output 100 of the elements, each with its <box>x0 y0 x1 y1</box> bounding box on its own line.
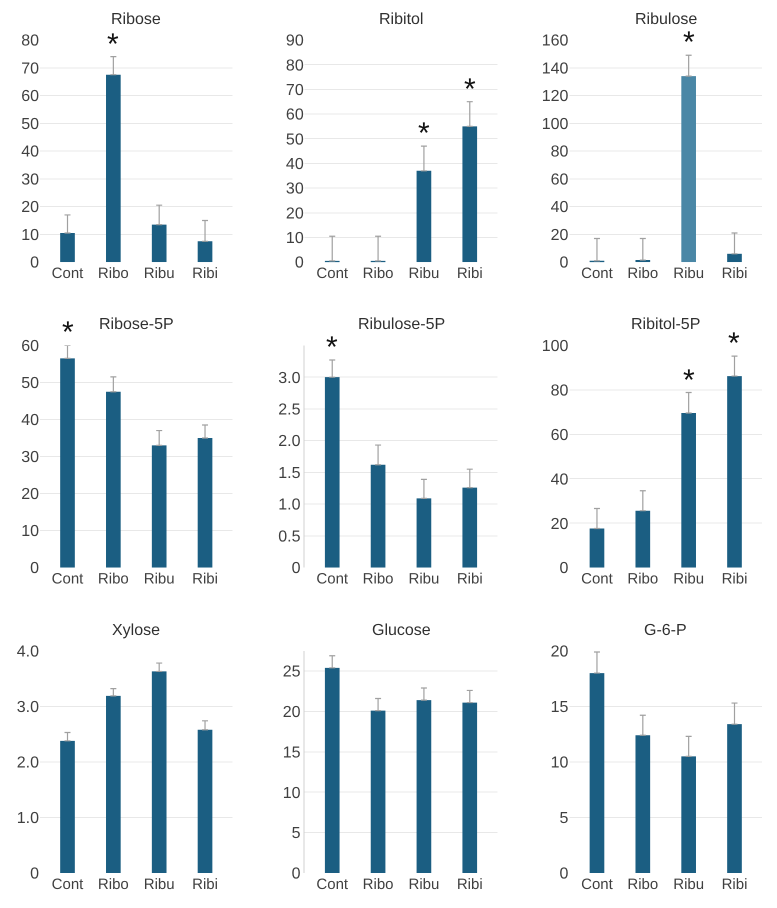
y-tick-label: 10 <box>21 523 40 540</box>
x-tick-label: Cont <box>316 265 349 282</box>
x-tick-label: Ribu <box>408 265 440 282</box>
chart-title: Ribitol-5P <box>631 316 700 333</box>
x-tick-label: Ribi <box>192 876 218 893</box>
bar <box>635 510 650 568</box>
y-tick-label: 60 <box>550 426 569 444</box>
bar <box>106 392 121 568</box>
bar <box>324 377 340 568</box>
y-tick-label: 80 <box>550 144 569 161</box>
bar <box>681 756 696 873</box>
bar <box>370 464 386 568</box>
x-tick-label: Ribi <box>456 876 483 893</box>
bar <box>324 668 340 873</box>
y-tick-label: 90 <box>286 32 304 50</box>
y-tick-label: 160 <box>542 32 569 50</box>
y-tick-label: 50 <box>286 131 304 148</box>
y-tick-label: 80 <box>550 382 569 400</box>
y-tick-label: 5 <box>292 825 301 842</box>
y-tick-label: 40 <box>550 471 569 488</box>
bar <box>590 673 604 873</box>
y-tick-label: 15 <box>550 698 569 716</box>
y-tick-label: 10 <box>282 784 301 802</box>
y-tick-label: 80 <box>21 32 40 50</box>
bar <box>198 730 212 873</box>
bar <box>370 710 386 873</box>
y-tick-label: 20 <box>550 643 569 660</box>
x-tick-label: Ribo <box>362 876 394 893</box>
y-tick-label: 20 <box>282 704 301 722</box>
bar <box>198 241 212 262</box>
y-tick-label: 0 <box>30 254 40 272</box>
y-tick-label: 30 <box>21 449 40 466</box>
y-tick-label: 70 <box>286 82 304 99</box>
x-tick-label: Cont <box>52 265 84 282</box>
y-tick-label: 40 <box>21 412 40 430</box>
y-tick-label: 0 <box>560 254 569 272</box>
x-tick-label: Ribu <box>673 876 704 893</box>
x-tick-label: Ribo <box>627 876 658 893</box>
x-tick-label: Ribi <box>456 570 483 588</box>
annotation: * <box>683 364 695 397</box>
x-tick-label: Cont <box>52 876 84 893</box>
chart-title: G-6-P <box>644 622 687 639</box>
x-tick-label: Ribo <box>98 876 129 893</box>
bar <box>152 224 167 262</box>
y-tick-label: 0 <box>560 866 569 883</box>
bar <box>106 74 121 262</box>
y-tick-label: 20 <box>21 486 40 504</box>
y-tick-label: 20 <box>550 226 569 244</box>
y-tick-label: 0 <box>30 560 40 578</box>
y-tick-label: 3.0 <box>278 370 301 387</box>
y-tick-label: 0 <box>292 866 301 883</box>
y-tick-label: 2.5 <box>278 402 301 419</box>
x-tick-label: Ribu <box>408 570 440 588</box>
bar <box>462 488 478 568</box>
bar <box>462 126 478 262</box>
x-tick-label: Ribi <box>722 265 748 282</box>
bar <box>681 412 696 568</box>
y-tick-label: 25 <box>282 664 301 681</box>
y-tick-label: 0 <box>292 560 301 578</box>
y-tick-label: 4.0 <box>16 643 40 660</box>
annotation: * <box>464 73 476 106</box>
chart-title: Glucose <box>372 622 431 639</box>
bar <box>416 170 432 262</box>
y-tick-label: 20 <box>286 205 304 222</box>
x-tick-label: Cont <box>52 570 84 588</box>
y-tick-label: 50 <box>21 375 40 392</box>
bar <box>416 498 432 568</box>
bar <box>462 702 478 873</box>
annotation: * <box>418 117 430 150</box>
y-tick-label: 100 <box>542 338 569 356</box>
y-tick-label: 30 <box>21 171 40 188</box>
annotation: * <box>683 26 695 59</box>
y-tick-label: 120 <box>542 88 569 106</box>
x-tick-label: Cont <box>581 570 614 588</box>
bar <box>152 445 167 568</box>
x-tick-label: Cont <box>316 570 349 588</box>
bar <box>60 740 75 873</box>
chart-title: Ribulose <box>635 11 698 28</box>
y-tick-label: 20 <box>21 199 40 216</box>
y-tick-label: 80 <box>286 57 304 74</box>
bar <box>590 528 604 568</box>
bar <box>60 358 75 568</box>
bar <box>416 700 432 873</box>
y-tick-label: 30 <box>286 180 304 198</box>
y-tick-label: 1.0 <box>278 496 301 514</box>
y-tick-label: 2.0 <box>278 433 301 450</box>
x-tick-label: Ribu <box>144 265 175 282</box>
bar <box>106 696 121 873</box>
y-tick-label: 10 <box>550 754 569 772</box>
x-tick-label: Cont <box>581 876 614 893</box>
annotation: * <box>107 28 119 61</box>
bar <box>681 76 696 262</box>
y-tick-label: 0.5 <box>278 528 301 546</box>
y-tick-label: 60 <box>550 171 569 188</box>
y-tick-label: 0 <box>560 560 569 578</box>
bar <box>727 254 742 262</box>
x-tick-label: Cont <box>316 876 349 893</box>
y-tick-label: 1.0 <box>16 810 40 828</box>
y-tick-label: 3.0 <box>16 698 40 716</box>
x-tick-label: Ribi <box>722 876 748 893</box>
